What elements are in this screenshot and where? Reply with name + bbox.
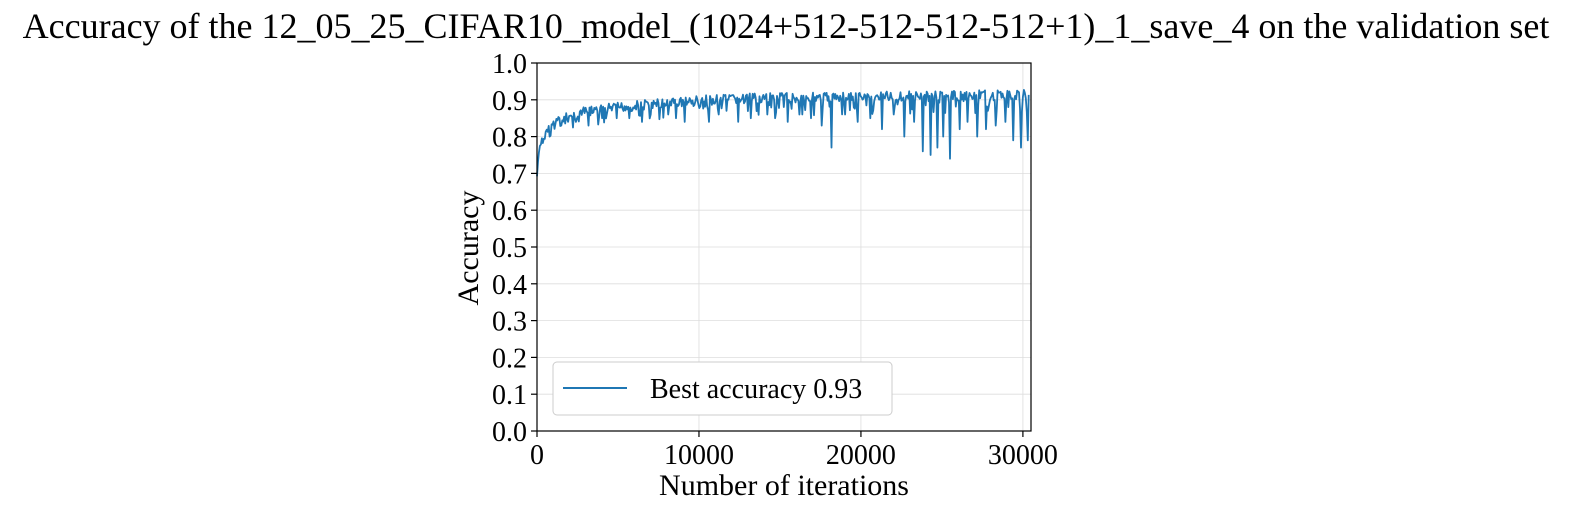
y-tick-label: 0.9 xyxy=(492,86,527,117)
x-axis-label: Number of iterations xyxy=(659,469,909,502)
y-tick-label: 0.0 xyxy=(492,417,527,448)
x-tick-label: 30000 xyxy=(988,440,1058,471)
y-tick-label: 0.8 xyxy=(492,123,527,154)
y-tick-label: 0.6 xyxy=(492,196,527,227)
y-axis-label: Accuracy xyxy=(452,191,485,306)
y-tick-label: 0.2 xyxy=(492,343,527,374)
y-tick-label: 0.5 xyxy=(492,233,527,264)
y-tick-label: 0.1 xyxy=(492,380,527,411)
y-tick-label: 0.3 xyxy=(492,307,527,338)
y-tick-label: 1.0 xyxy=(492,49,527,80)
x-tick-label: 10000 xyxy=(664,440,734,471)
x-tick-label: 20000 xyxy=(826,440,896,471)
legend-box xyxy=(552,361,893,416)
x-tick-label: 0 xyxy=(530,440,544,471)
legend-label: Best accuracy 0.93 xyxy=(650,374,862,405)
legend: Best accuracy 0.93 xyxy=(552,361,893,416)
chart-title: Accuracy of the 12_05_25_CIFAR10_model_(… xyxy=(23,6,1550,46)
series-line-best-accuracy xyxy=(536,89,1030,177)
y-tick-label: 0.7 xyxy=(492,159,527,190)
y-tick-label: 0.4 xyxy=(492,270,527,301)
